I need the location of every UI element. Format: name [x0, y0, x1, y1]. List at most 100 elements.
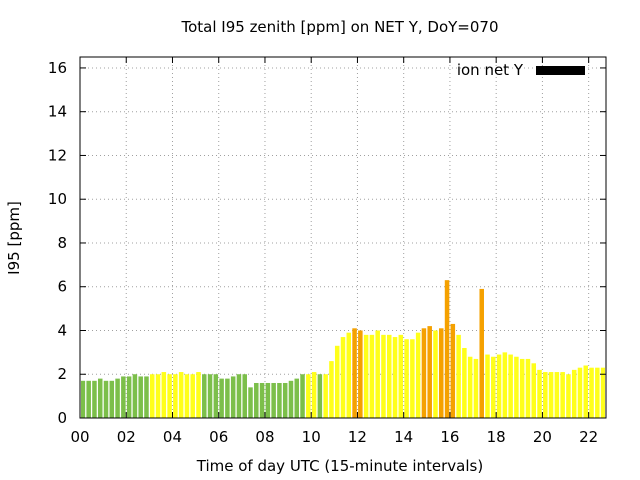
- y-tick-label: 10: [48, 190, 67, 208]
- bar: [421, 328, 427, 418]
- bar: [288, 380, 294, 418]
- bar: [161, 372, 167, 418]
- x-ticks: 00 02 04 06 08 10 12 14 16 18 20 22: [70, 57, 598, 446]
- bar: [92, 380, 97, 418]
- bar: [311, 372, 317, 418]
- bar: [150, 374, 155, 418]
- y-tick-label: 8: [57, 234, 67, 252]
- bar: [386, 334, 392, 418]
- bar: [531, 363, 536, 418]
- y-tick-label: 14: [48, 103, 67, 121]
- bar: [196, 372, 201, 418]
- y-ticks: 0 2 4 6 8 10 12 14 16: [48, 59, 606, 427]
- bar: [97, 378, 103, 418]
- bar: [398, 334, 404, 418]
- bar: [340, 337, 346, 418]
- bar: [184, 374, 190, 418]
- x-tick-label: 10: [302, 428, 321, 446]
- bar: [519, 358, 525, 418]
- x-tick-label: 04: [163, 428, 182, 446]
- bar: [543, 372, 548, 418]
- bar: [537, 369, 542, 418]
- bar: [225, 378, 230, 418]
- bar: [410, 339, 415, 418]
- bar: [381, 334, 386, 418]
- bar: [109, 380, 115, 418]
- bar: [444, 280, 450, 418]
- bar: [329, 361, 334, 418]
- bar: [358, 330, 363, 418]
- y-tick-label: 12: [48, 146, 67, 164]
- bars: [81, 280, 605, 418]
- bar: [450, 323, 456, 418]
- bar: [317, 374, 323, 418]
- bar: [178, 372, 184, 418]
- bar: [254, 382, 259, 418]
- bar: [548, 372, 554, 418]
- bar: [167, 374, 172, 418]
- bar: [566, 374, 571, 418]
- bar: [300, 374, 305, 418]
- bar: [103, 380, 109, 418]
- bar: [427, 326, 432, 418]
- x-tick-label: 08: [255, 428, 274, 446]
- y-tick-label: 2: [57, 365, 67, 383]
- bar: [115, 378, 120, 418]
- bar: [600, 367, 605, 418]
- bar: [144, 376, 149, 418]
- bar: [595, 367, 600, 418]
- bar: [121, 376, 126, 418]
- bar: [190, 374, 195, 418]
- bar: [392, 337, 398, 418]
- x-tick-label: 16: [440, 428, 459, 446]
- chart-title: Total I95 zenith [ppm] on NET Y, DoY=070: [180, 18, 498, 36]
- bar: [467, 356, 473, 418]
- bar: [560, 372, 565, 418]
- bar: [369, 334, 375, 418]
- bar: [294, 378, 300, 418]
- bar: [81, 380, 86, 418]
- bar: [346, 332, 352, 418]
- legend-swatch: [536, 66, 585, 75]
- bar: [248, 387, 253, 418]
- bar: [514, 356, 519, 418]
- bar: [577, 367, 583, 418]
- bar: [583, 365, 589, 418]
- y-tick-label: 0: [57, 409, 67, 427]
- bar: [277, 382, 282, 418]
- grid: [80, 57, 606, 418]
- y-axis-label: I95 [ppm]: [5, 201, 23, 275]
- bar: [236, 374, 242, 418]
- x-tick-label: 02: [117, 428, 136, 446]
- bar: [271, 382, 276, 418]
- bar: [259, 382, 265, 418]
- plot-frame: [79, 56, 607, 419]
- bar: [375, 330, 380, 418]
- x-tick-label: 18: [487, 428, 506, 446]
- bar: [479, 288, 484, 418]
- bar: [282, 382, 288, 418]
- bar: [207, 374, 213, 418]
- x-tick-label: 14: [394, 428, 413, 446]
- bar: [571, 369, 577, 418]
- legend: ion net Y: [457, 61, 585, 79]
- y-tick-label: 16: [48, 59, 67, 77]
- x-tick-label: 22: [579, 428, 598, 446]
- bar: [491, 356, 496, 418]
- bar: [404, 339, 409, 418]
- bar: [219, 378, 224, 418]
- bar: [502, 352, 508, 418]
- bar: [462, 347, 467, 418]
- bar: [456, 334, 461, 418]
- x-tick-label: 12: [348, 428, 367, 446]
- bar: [508, 354, 513, 418]
- bar: [306, 374, 311, 418]
- bar: [265, 382, 271, 418]
- bar: [230, 376, 236, 418]
- bar: [173, 374, 178, 418]
- bar: [496, 354, 502, 418]
- bar: [589, 367, 594, 418]
- legend-label: ion net Y: [457, 61, 524, 79]
- bar: [213, 374, 219, 418]
